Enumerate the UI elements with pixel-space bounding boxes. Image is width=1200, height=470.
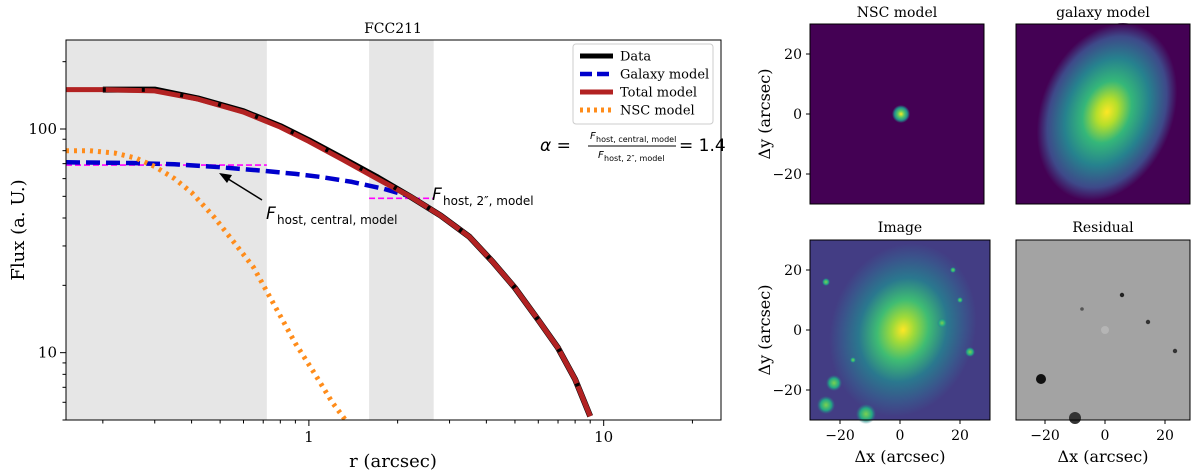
annotation-arrowhead [219,173,232,183]
annotation-outer-sub: host, 2″, model [443,194,534,208]
panel-xlabel-residual: Δx (arcsec) [1058,447,1149,466]
x-tick-label: 20 [951,428,969,444]
x-ticks-image: −20 0 20 [825,420,969,444]
panel-ylabel-top: Δy (arcsec) [755,69,774,160]
annotation-central: F host, central, model [219,173,397,227]
shaded-region-1 [369,40,434,420]
y-ticks-bottom: 20 0 −20 [772,263,810,399]
alpha-denominator: F [598,150,604,161]
x-tick-label: 20 [1156,428,1174,444]
y-tick-label: 20 [784,263,802,279]
annotation-outer-base: F [432,185,442,205]
y-tick-label: 100 [28,120,57,138]
legend-label-total: Total model [620,86,697,101]
nsc-source [892,105,910,123]
annotation-central-sub: host, central, model [277,213,397,227]
panel-title-galaxy: galaxy model [1056,5,1150,21]
alpha-numerator: F [590,131,596,142]
series-line-3 [66,148,348,420]
panel-frame [1015,239,1191,421]
legend-box [572,43,714,125]
alpha-equation: α = F host, central, model F host, 2″, m… [540,131,726,163]
y-axis-label: Flux (a. U.) [8,179,29,280]
annotation-arrow [224,176,263,201]
y-tick-label: −20 [772,383,802,399]
panel-xlabel-image: Δx (arcsec) [855,447,946,466]
alpha-denominator-sub: host, 2″, model [604,154,664,163]
y-tick-label: −20 [772,167,802,183]
y-tick-label: 20 [784,47,802,63]
y-tick-label: 0 [793,323,802,339]
shaded-regions [66,40,434,420]
x-tick-label: 0 [1101,428,1110,444]
field-stars [817,267,975,424]
panel-galaxy-model: galaxy model [1015,5,1191,205]
x-ticks-residual: −20 0 20 [1030,420,1174,444]
annotation-central-base: F [266,204,276,224]
observed-galaxy [829,243,977,417]
panel-title-nsc: NSC model [857,5,938,21]
panel-residual: Residual −20 0 20 Δx (arcsec) [1015,220,1191,466]
x-axis-label: r (arcsec) [349,451,437,470]
chart-title: FCC211 [364,21,422,37]
legend-label-data: Data [620,50,651,65]
x-tick-label: 10 [594,428,613,446]
legend: Data Galaxy model Total model NSC model [572,43,714,125]
series-line-2 [66,87,593,418]
panel-ylabel-bottom: Δy (arcsec) [755,285,774,376]
panel-title-image: Image [878,220,922,236]
annotation-outer: F host, 2″, model [432,185,534,208]
legend-label-galaxy: Galaxy model [620,68,709,83]
alpha-numerator-sub: host, central, model [596,135,676,144]
panel-nsc-model: NSC model Δy (arcsec) 20 0 −20 [755,5,985,205]
shaded-region-0 [66,40,267,420]
series-lines [66,86,593,420]
panel-image: Image Δy (arcsec) 20 0 −20 −20 0 20 Δx (… [755,220,991,466]
panel-frame [1015,23,1191,205]
residual-sources [1036,292,1178,424]
alpha-value: = 1.4 [679,136,726,156]
panel-title-residual: Residual [1072,220,1134,236]
legend-label-nsc: NSC model [620,104,695,119]
y-ticks-top: 20 0 −20 [772,47,810,183]
profile-plot: 1 10 10 100 FCC211 r (arcsec) Flux (a. U.)… [8,21,726,470]
y-tick-label: 10 [38,344,57,362]
alpha-prefix: α = [540,136,571,156]
x-tick-label: −20 [825,428,855,444]
y-tick-label: 0 [793,107,802,123]
x-tick-label: 1 [304,428,314,446]
x-tick-label: 0 [896,428,905,444]
x-tick-label: −20 [1030,428,1060,444]
plot-frame [65,39,722,421]
galaxy-source [1036,23,1178,201]
y-axis-ticks: 10 100 [28,61,66,421]
x-axis-ticks: 1 10 [102,420,693,446]
